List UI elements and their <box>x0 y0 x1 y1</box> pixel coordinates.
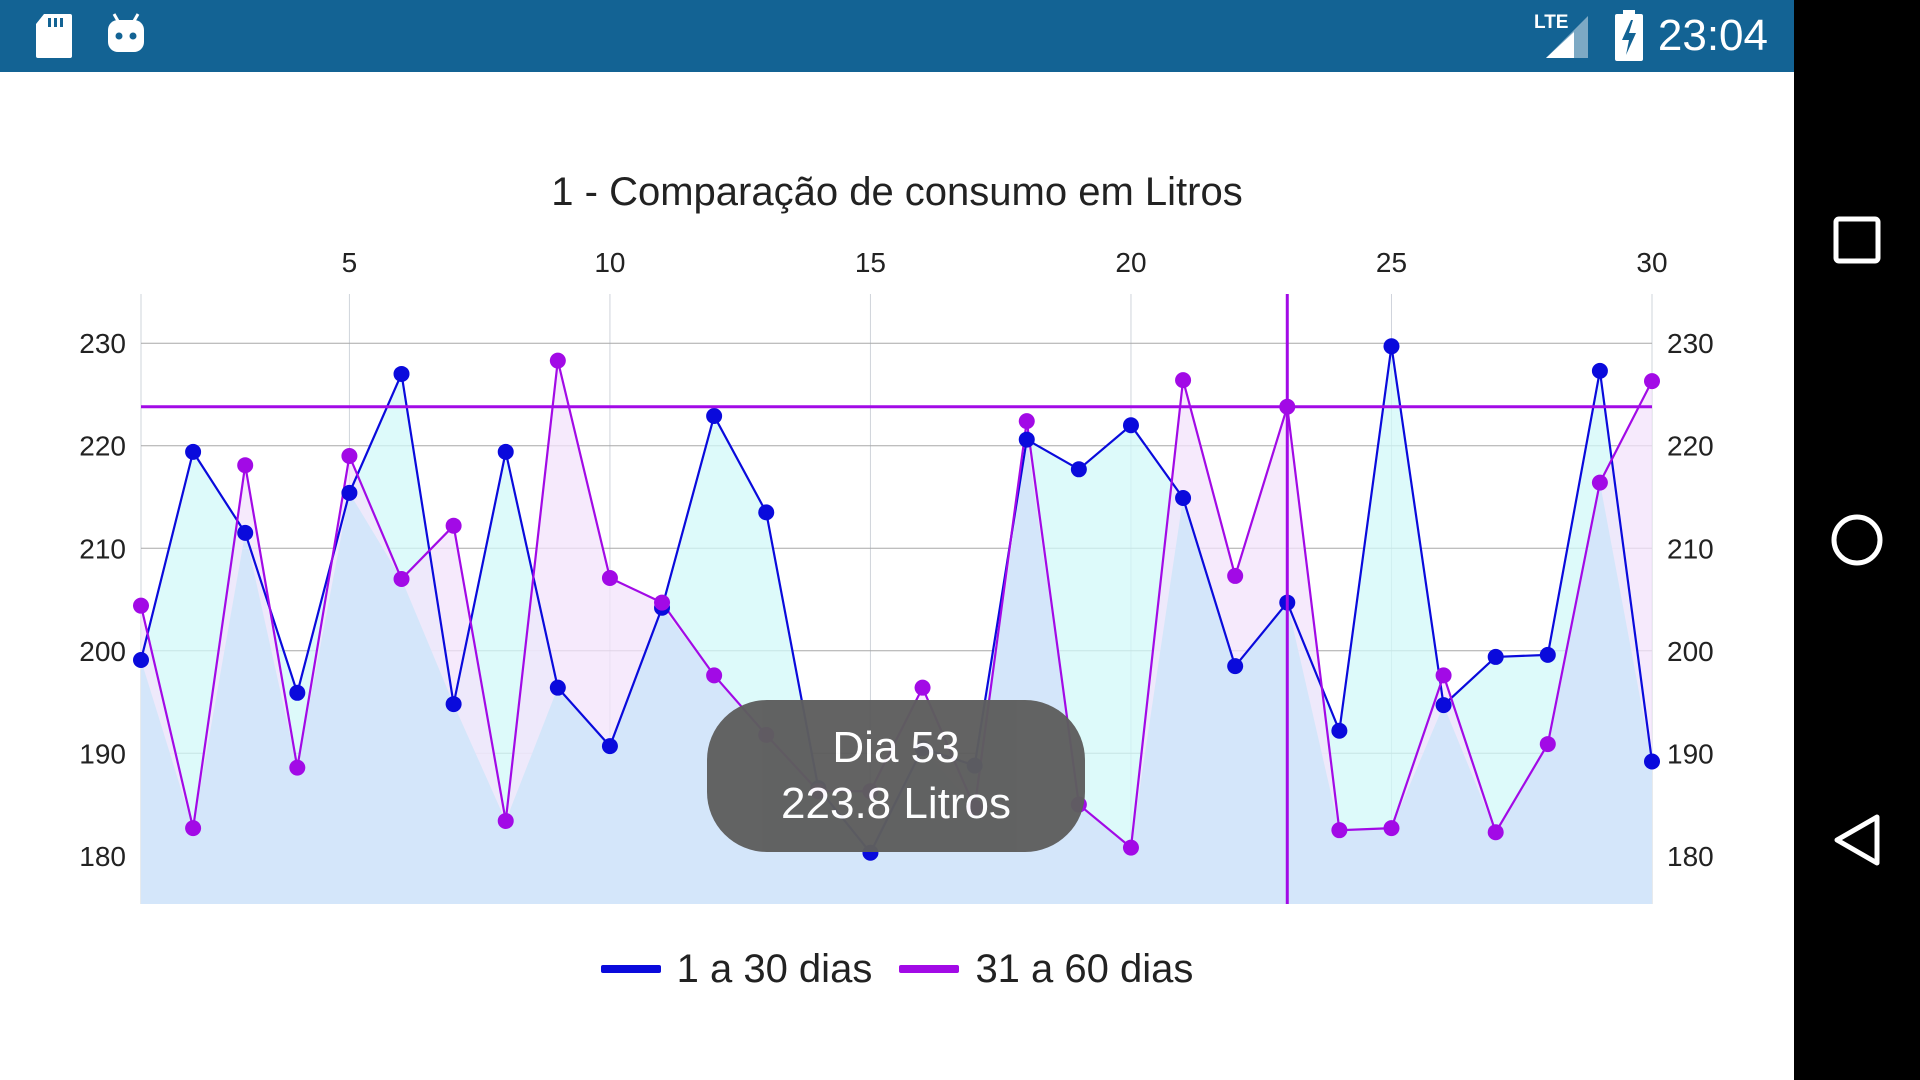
status-time: 23:04 <box>1657 11 1768 60</box>
data-point-series-1[interactable] <box>133 652 149 668</box>
data-point-series-2[interactable] <box>497 812 514 829</box>
data-point-series-1[interactable] <box>341 484 358 501</box>
data-point-series-1[interactable] <box>1227 658 1244 675</box>
chart-container: 1 - Comparação de consumo em Litros 5 10 1… <box>0 72 1794 1080</box>
data-point-series-1[interactable] <box>445 696 462 713</box>
overlap-area <box>141 439 1652 904</box>
data-point-series-2[interactable] <box>1175 372 1192 389</box>
data-point-series-2[interactable] <box>393 571 410 588</box>
data-point-series-1[interactable] <box>393 365 410 382</box>
x-tick-label: 30 <box>1636 247 1667 278</box>
data-point-series-2[interactable] <box>185 820 202 837</box>
status-bar: LTE 23:04 <box>0 0 1794 72</box>
y-tick-label-right: 180 <box>1667 841 1714 872</box>
data-point-series-2[interactable] <box>1644 373 1660 390</box>
data-point-series-1[interactable] <box>1070 461 1087 478</box>
y-tick-label-left: 200 <box>79 636 126 667</box>
data-point-series-1[interactable] <box>1175 490 1192 507</box>
y-tick-label-left: 230 <box>79 328 126 359</box>
tooltip-value: 223.8 Litros <box>781 779 1011 828</box>
data-point-series-2[interactable] <box>445 517 462 534</box>
legend-swatch <box>600 965 661 973</box>
data-point-series-1[interactable] <box>1383 338 1400 355</box>
home-icon[interactable] <box>1817 500 1897 580</box>
legend-item-series-1[interactable]: 1 a 30 dias <box>600 946 873 992</box>
data-point-series-2[interactable] <box>1539 736 1556 753</box>
navigation-bar <box>1794 0 1920 1080</box>
value-tooltip: Dia 53 223.8 Litros <box>707 700 1085 852</box>
data-point-series-1[interactable] <box>1539 646 1556 663</box>
x-tick-label: 25 <box>1376 247 1407 278</box>
data-point-series-2[interactable] <box>1383 820 1400 837</box>
chart-legend: 1 a 30 dias 31 a 60 dias <box>0 938 1794 998</box>
data-point-series-2[interactable] <box>1122 839 1139 856</box>
data-point-series-1[interactable] <box>1018 431 1035 448</box>
recent-apps-icon[interactable] <box>1817 200 1897 280</box>
data-point-series-2[interactable] <box>341 447 358 464</box>
data-point-series-2[interactable] <box>289 759 306 776</box>
data-point-series-1[interactable] <box>706 408 723 424</box>
android-debug-icon <box>108 13 144 52</box>
data-point-series-1[interactable] <box>1644 753 1660 770</box>
legend-label: 1 a 30 dias <box>676 946 873 991</box>
legend-swatch <box>899 965 960 973</box>
data-point-series-2[interactable] <box>237 457 254 474</box>
data-point-series-1[interactable] <box>1591 362 1608 379</box>
legend-label: 31 a 60 dias <box>975 946 1194 991</box>
data-point-series-2[interactable] <box>654 594 671 611</box>
chart-title: 1 - Comparação de consumo em Litros <box>551 170 1242 214</box>
y-tick-label-left: 210 <box>79 533 126 564</box>
data-point-series-1[interactable] <box>1122 417 1139 434</box>
data-point-series-1[interactable] <box>237 524 254 541</box>
x-tick-label: 5 <box>342 247 358 278</box>
data-point-series-2[interactable] <box>706 667 723 684</box>
data-point-series-2[interactable] <box>1331 822 1348 839</box>
data-point-series-2[interactable] <box>1487 824 1504 841</box>
lte-signal-icon: LTE <box>1532 10 1590 60</box>
data-point-series-1[interactable] <box>549 679 566 696</box>
data-point-series-2[interactable] <box>1227 567 1244 584</box>
data-point-series-1[interactable] <box>601 738 618 755</box>
data-point-series-1[interactable] <box>289 684 306 701</box>
x-tick-label: 15 <box>855 247 886 278</box>
y-tick-label-left: 220 <box>79 431 126 462</box>
data-point-series-2[interactable] <box>1435 667 1452 684</box>
back-icon[interactable] <box>1817 800 1897 880</box>
data-point-series-2[interactable] <box>549 352 566 369</box>
legend-item-series-2[interactable]: 31 a 60 dias <box>899 947 1193 992</box>
network-label: LTE <box>1534 12 1569 33</box>
data-point-series-1[interactable] <box>1435 697 1452 714</box>
y-tick-label-left: 180 <box>79 841 126 872</box>
x-tick-label: 20 <box>1115 247 1146 278</box>
data-point-series-1[interactable] <box>497 443 514 460</box>
data-point-series-1[interactable] <box>1487 648 1504 665</box>
tooltip-day: Dia 53 <box>832 723 960 772</box>
data-point-series-2[interactable] <box>133 597 149 614</box>
y-tick-label-right: 190 <box>1667 738 1714 769</box>
data-point-series-2[interactable] <box>1591 474 1608 491</box>
y-tick-label-right: 200 <box>1667 636 1714 667</box>
battery-charging-icon <box>1615 10 1643 61</box>
data-point-series-2[interactable] <box>601 569 618 586</box>
data-point-series-1[interactable] <box>185 443 202 460</box>
y-tick-label-right: 210 <box>1667 533 1714 564</box>
data-point-series-1[interactable] <box>1331 722 1348 739</box>
data-point-series-2[interactable] <box>914 679 931 696</box>
data-point-series-1[interactable] <box>758 504 775 521</box>
sd-card-icon <box>36 14 72 58</box>
data-point-series-2[interactable] <box>1018 413 1035 430</box>
line-chart[interactable]: 1 - Comparação de consumo em Litros 5 10 1… <box>0 72 1794 1080</box>
y-tick-label-right: 230 <box>1667 328 1714 359</box>
y-tick-label-right: 220 <box>1667 431 1714 462</box>
y-tick-label-left: 190 <box>79 738 126 769</box>
x-tick-label: 10 <box>594 247 625 278</box>
